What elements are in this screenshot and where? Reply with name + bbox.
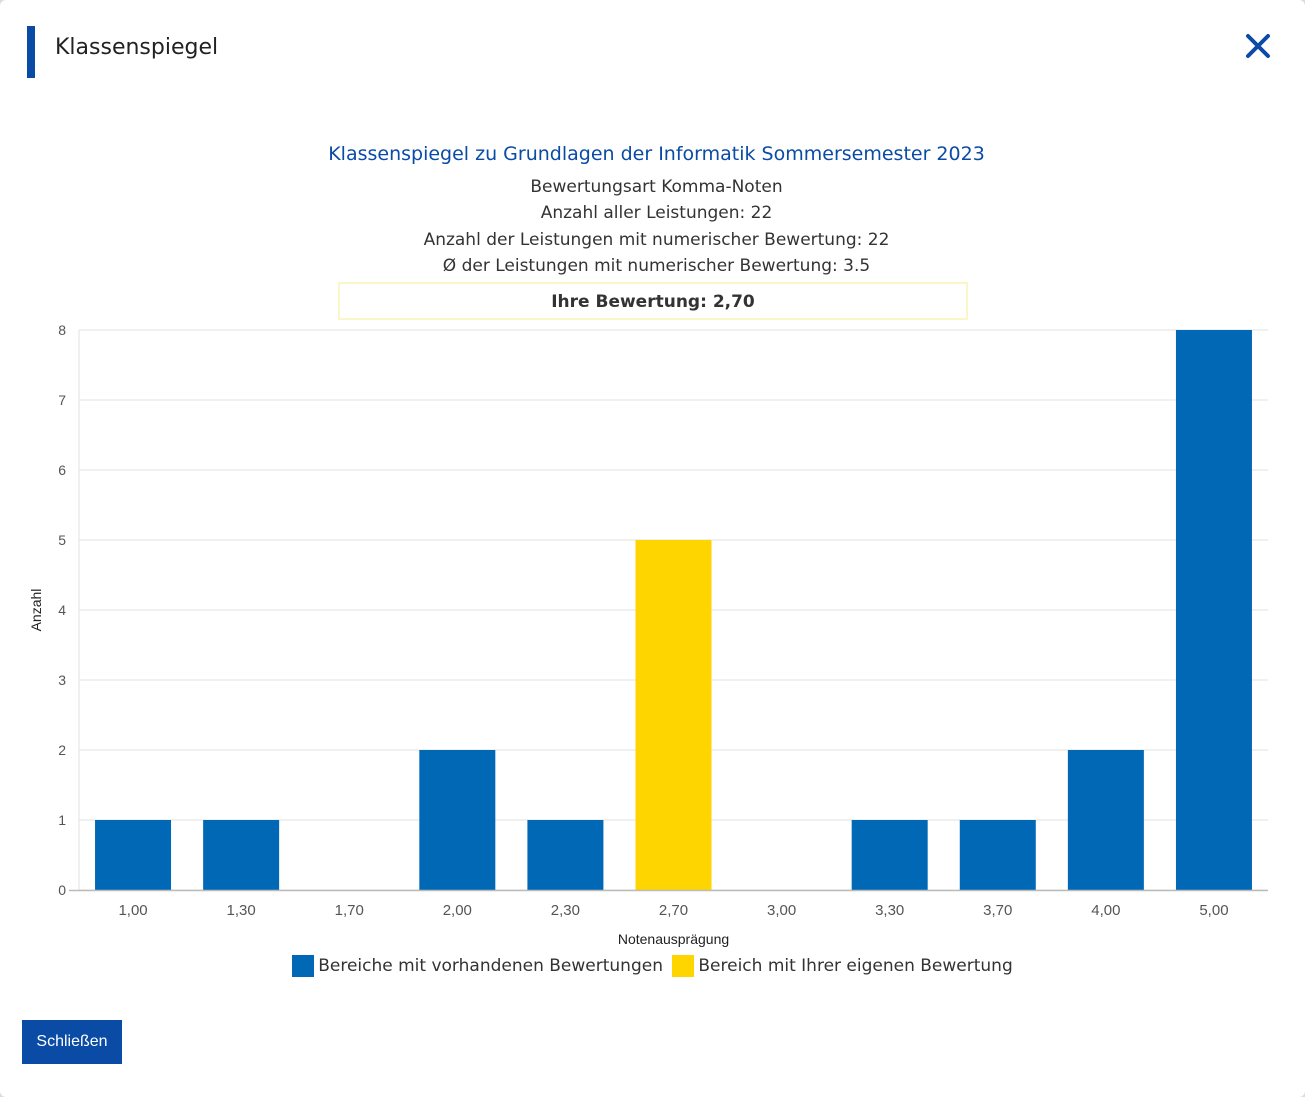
x-tick-label-2,70: 2,70 bbox=[659, 902, 688, 919]
y-tick-label-7: 7 bbox=[58, 392, 66, 408]
legend-swatch-existing bbox=[292, 955, 315, 977]
y-tick-label-0: 0 bbox=[58, 882, 66, 898]
y-tick-label-1: 1 bbox=[58, 812, 66, 828]
x-tick-label-1,30: 1,30 bbox=[227, 902, 256, 919]
bar-2,70 bbox=[635, 540, 712, 890]
chart-subtitle-total-count: Anzahl aller Leistungen: 22 bbox=[540, 203, 773, 223]
title-accent-bar bbox=[27, 26, 35, 78]
grade-distribution-chart: 0 1 2 3 4 5 6 7 8 1,00 1,30 1,70 2,00 2,30 2,70 3,00 3,3… bbox=[28, 322, 1268, 947]
bar-3,30 bbox=[851, 820, 928, 890]
own-grade-box: Ihre Bewertung: 2,70 bbox=[338, 282, 968, 320]
x-tick-label-2,00: 2,00 bbox=[443, 902, 472, 919]
x-tick-label-3,30: 3,30 bbox=[875, 902, 904, 919]
x-tick-label-4,00: 4,00 bbox=[1091, 902, 1120, 919]
x-tick-label-5,00: 5,00 bbox=[1199, 902, 1228, 919]
dialog-title: Klassenspiegel bbox=[55, 35, 219, 60]
y-axis-label: Anzahl bbox=[28, 589, 44, 632]
y-tick-label-4: 4 bbox=[58, 602, 66, 618]
x-tick-label-3,70: 3,70 bbox=[983, 902, 1012, 919]
legend-label-own: Bereich mit Ihrer eigenen Bewertung bbox=[698, 956, 1013, 976]
legend-item-own[interactable]: Bereich mit Ihrer eigenen Bewertung bbox=[672, 955, 1013, 977]
y-tick-label-6: 6 bbox=[58, 462, 66, 478]
bar-1,00 bbox=[95, 820, 172, 890]
bar-2,00 bbox=[419, 750, 496, 890]
x-axis-label: Notenausprägung bbox=[618, 931, 729, 947]
bar-5,00 bbox=[1175, 330, 1252, 890]
bar-3,70 bbox=[959, 820, 1036, 890]
bar-2,30 bbox=[527, 820, 604, 890]
legend-item-existing[interactable]: Bereiche mit vorhandenen Bewertungen bbox=[292, 955, 663, 977]
y-tick-label-5: 5 bbox=[58, 532, 66, 548]
chart-title: Klassenspiegel zu Grundlagen der Informa… bbox=[328, 143, 985, 165]
x-tick-label-2,30: 2,30 bbox=[551, 902, 580, 919]
chart-subtitle-average: Ø der Leistungen mit numerischer Bewertu… bbox=[442, 256, 871, 276]
x-tick-label-1,00: 1,00 bbox=[118, 902, 147, 919]
x-tick-label-1,70: 1,70 bbox=[335, 902, 364, 919]
legend-swatch-own bbox=[672, 955, 695, 977]
chart-subtitle-grading-type: Bewertungsart Komma-Noten bbox=[530, 177, 783, 197]
chart-legend: Bereiche mit vorhandenen Bewertungen Ber… bbox=[0, 955, 1305, 979]
y-tick-label-2: 2 bbox=[58, 742, 66, 758]
bar-4,00 bbox=[1067, 750, 1144, 890]
close-icon[interactable] bbox=[1240, 28, 1276, 64]
chart-subtitle-numeric-count: Anzahl der Leistungen mit numerischer Be… bbox=[423, 230, 890, 250]
close-button[interactable]: Schließen bbox=[22, 1020, 122, 1064]
bar-1,30 bbox=[203, 820, 280, 890]
y-tick-label-3: 3 bbox=[58, 672, 66, 688]
x-tick-label-3,00: 3,00 bbox=[767, 902, 796, 919]
y-tick-label-8: 8 bbox=[58, 322, 66, 338]
legend-label-existing: Bereiche mit vorhandenen Bewertungen bbox=[318, 956, 663, 976]
